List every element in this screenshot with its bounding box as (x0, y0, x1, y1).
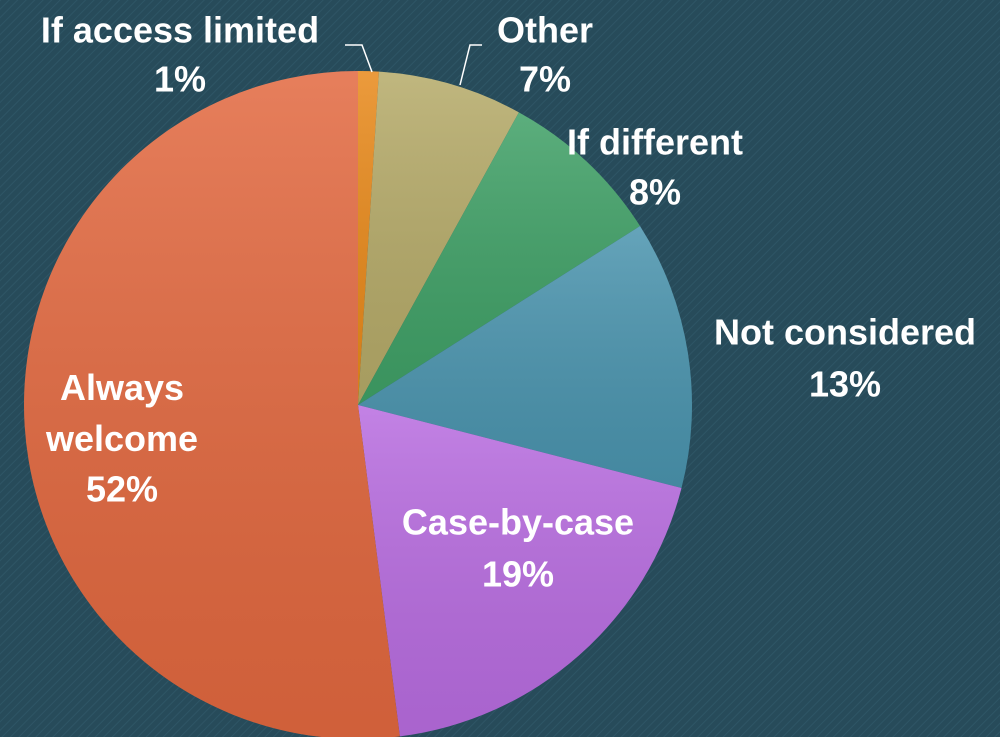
value-label: 19% (482, 554, 554, 595)
slice-shade (358, 405, 682, 737)
category-label: Other (497, 10, 593, 51)
slice-shade (358, 112, 641, 405)
category-label: Always welcome (45, 367, 198, 459)
leader-line (459, 44, 482, 86)
slice-shade (358, 226, 692, 489)
value-label: 13% (809, 364, 881, 405)
slice-shade (358, 71, 519, 406)
category-label: Case-by-case (402, 502, 634, 543)
leader-line (345, 44, 373, 73)
value-label: 7% (519, 59, 571, 100)
value-label: 8% (629, 172, 681, 213)
category-label: If different (567, 122, 743, 163)
value-label: 52% (86, 469, 158, 510)
category-label: If access limited (41, 10, 319, 51)
category-label: Not considered (714, 312, 976, 353)
slice-shade (358, 71, 379, 405)
slice-shade (24, 71, 400, 737)
value-label: 1% (154, 59, 206, 100)
